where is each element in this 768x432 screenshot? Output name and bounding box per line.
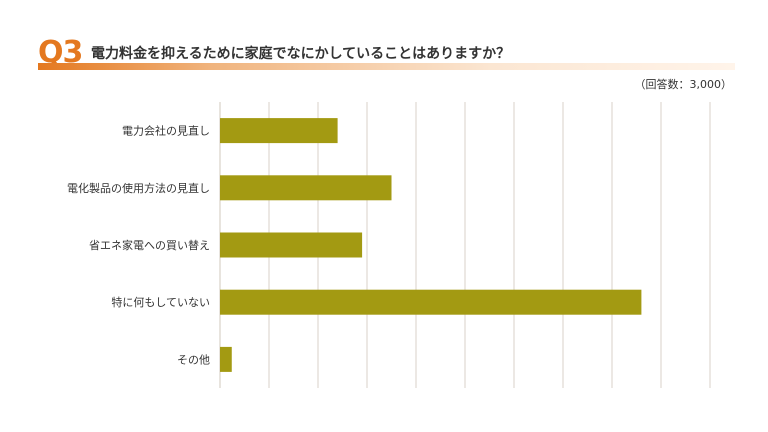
question-title: 電力料金を抑えるために家庭でなにかしていることはありますか？ bbox=[91, 46, 511, 62]
bar-5 bbox=[220, 346, 232, 372]
category-labels: 電力会社の見直し電化製品の使用方法の見直し省エネ家電への買い替え特に何もしていな… bbox=[67, 124, 210, 367]
category-label: 省エネ家電への買い替え bbox=[89, 238, 210, 252]
respondent-count: （回答数：3,000） bbox=[634, 78, 733, 91]
category-label: 特に何もしていない bbox=[111, 295, 210, 309]
title-underline-band bbox=[38, 63, 735, 70]
bars bbox=[220, 118, 642, 372]
gridlines bbox=[219, 102, 711, 388]
category-label: その他 bbox=[177, 353, 210, 366]
bar-3 bbox=[220, 232, 363, 258]
bar-4 bbox=[220, 289, 642, 315]
category-label: 電力会社の見直し bbox=[122, 124, 210, 138]
bar-1 bbox=[220, 118, 338, 144]
category-label: 電化製品の使用方法の見直し bbox=[67, 181, 210, 195]
bar-2 bbox=[220, 175, 392, 201]
